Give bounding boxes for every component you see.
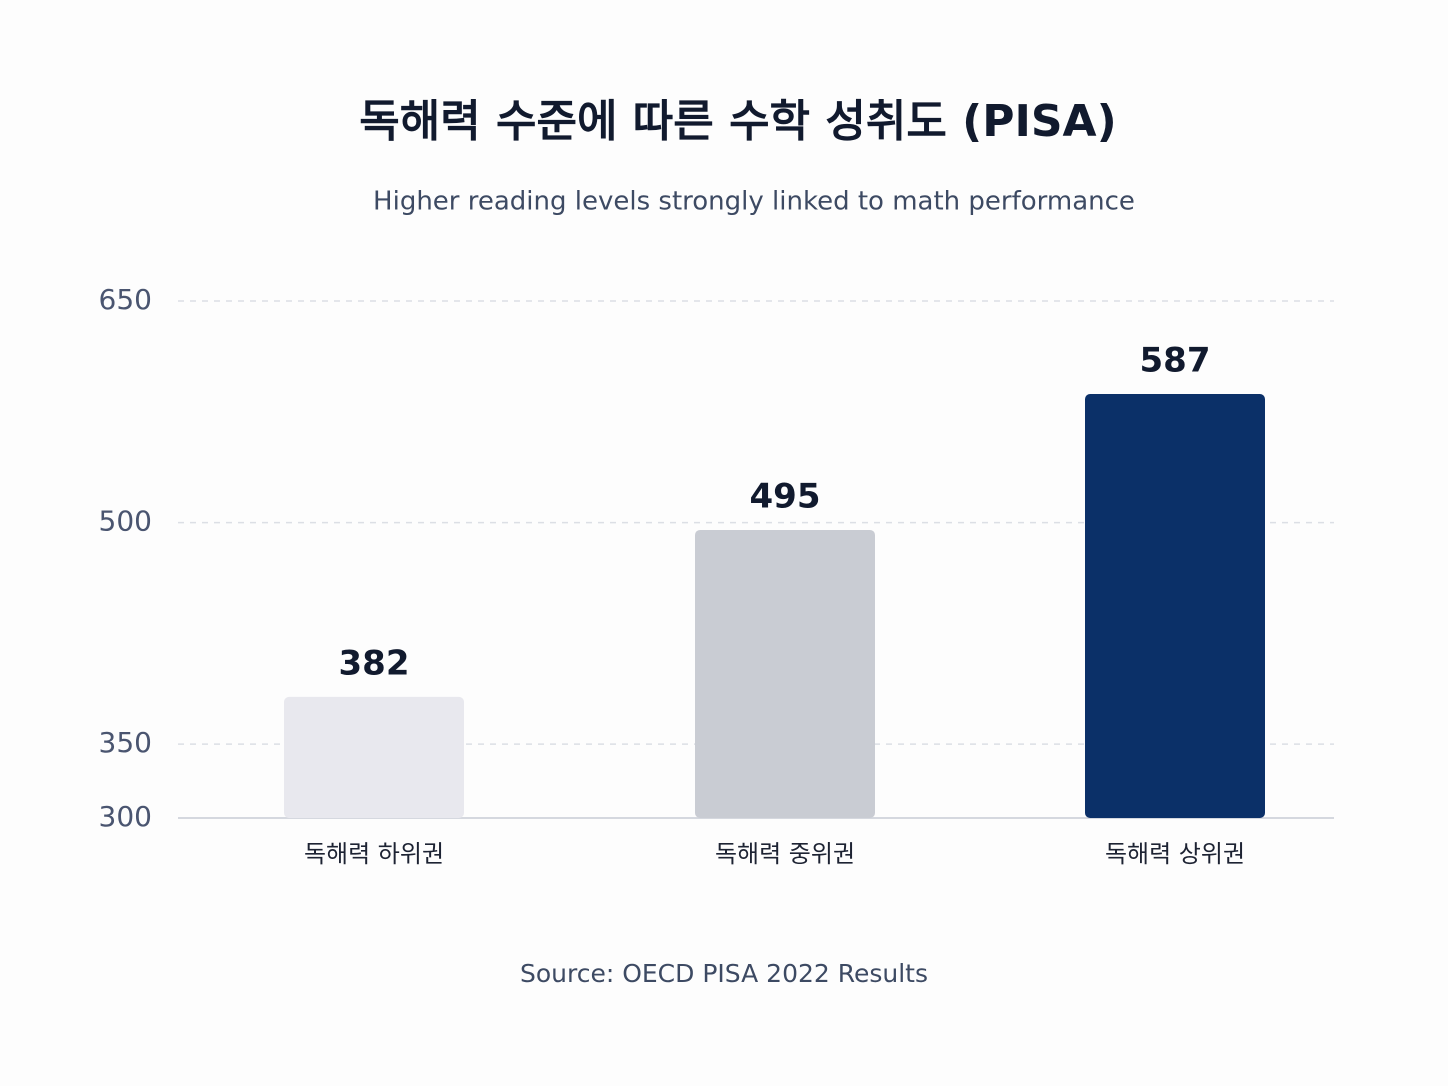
x-tick-label: 독해력 중위권 <box>715 840 855 868</box>
chart-subtitle: Higher reading levels strongly linked to… <box>373 187 1135 217</box>
value-label: 587 <box>1140 341 1211 381</box>
x-tick-label: 독해력 상위권 <box>1105 840 1245 868</box>
y-tick-label: 650 <box>99 283 152 316</box>
bar <box>695 529 875 818</box>
x-tick-label: 독해력 하위권 <box>304 840 444 868</box>
y-tick-label: 350 <box>99 726 152 759</box>
chart-title: 독해력 수준에 따른 수학 성취도 (PISA) <box>359 96 1116 147</box>
value-label: 382 <box>339 643 410 683</box>
bar <box>1085 394 1265 818</box>
source-note: Source: OECD PISA 2022 Results <box>520 959 928 988</box>
y-tick-label: 500 <box>99 505 152 538</box>
y-tick-label: 300 <box>99 800 152 833</box>
value-label: 495 <box>750 476 821 516</box>
bar <box>284 696 464 818</box>
